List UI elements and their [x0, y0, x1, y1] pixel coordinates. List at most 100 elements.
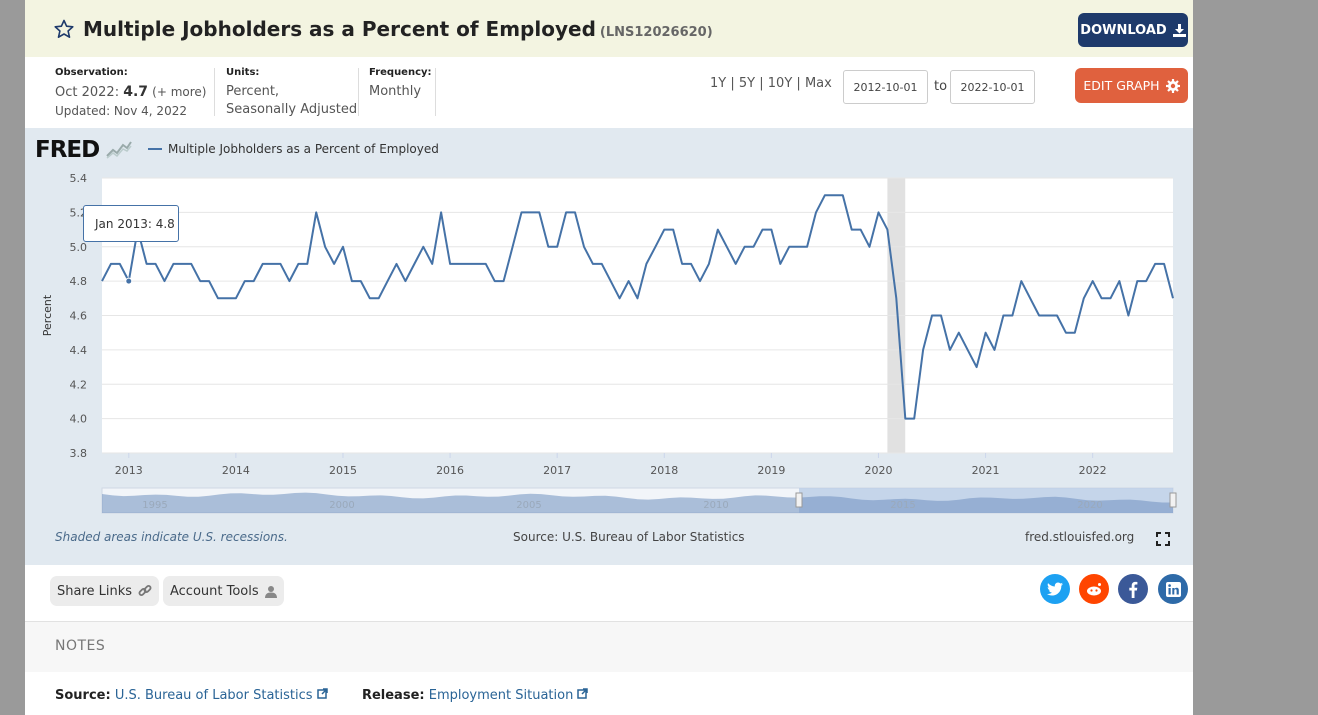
- page-title: Multiple Jobholders as a Percent of Empl…: [83, 17, 713, 41]
- range-separator: |: [796, 76, 801, 91]
- meta-divider: [214, 68, 215, 116]
- y-axis-label: Percent: [41, 294, 54, 336]
- meta-divider: [435, 68, 436, 116]
- range-1y[interactable]: 1Y: [710, 76, 727, 91]
- external-link-icon: [316, 688, 328, 699]
- units-line1: Percent,: [226, 84, 280, 99]
- fred-logo-graph-icon: [106, 141, 133, 159]
- y-tick-label: 3.8: [70, 447, 88, 460]
- navigator-label: 2020: [1077, 500, 1102, 511]
- chart-legend: Multiple Jobholders as a Percent of Empl…: [148, 142, 439, 156]
- series-line: [101, 194, 1174, 420]
- frequency-value: Monthly: [369, 84, 422, 99]
- download-icon: [1172, 23, 1186, 37]
- range-5y[interactable]: 5Y: [738, 76, 756, 91]
- y-tick-label: 4.4: [70, 344, 88, 357]
- x-tick-label: 2021: [972, 464, 1000, 477]
- to-label: to: [934, 79, 948, 94]
- frequency-block: Frequency: Monthly: [369, 67, 432, 101]
- units-line2: Seasonally Adjusted: [226, 102, 358, 117]
- download-label: DOWNLOAD: [1080, 22, 1167, 38]
- fred-url[interactable]: fred.stlouisfed.org: [1025, 530, 1135, 544]
- series-id: (LNS12026620): [599, 25, 713, 40]
- x-tick-label: 2017: [543, 464, 571, 477]
- x-tick-label: 2020: [864, 464, 892, 477]
- x-tick-label: 2014: [222, 464, 250, 477]
- recession-note: Shaded areas indicate U.S. recessions.: [55, 530, 288, 544]
- start-date-input[interactable]: 2012-10-01: [843, 70, 928, 104]
- fred-logo: FRED: [35, 137, 133, 163]
- share-links-label: Share Links: [57, 583, 133, 599]
- share-links-button[interactable]: Share Links: [50, 576, 160, 606]
- chart-svg[interactable]: 5.4 5.2 5.0 4.8 4.6 4.4 4.2 4.0 3.8 Percent 2013 20…: [25, 128, 1193, 565]
- user-icon: [264, 585, 277, 598]
- units-label: Units:: [226, 67, 260, 78]
- y-tick-label: 4.2: [70, 378, 88, 391]
- date-range-shortcuts: 1Y | 5Y | 10Y | Max: [710, 76, 832, 91]
- units-block: Units: Percent, Seasonally Adjusted: [226, 67, 357, 119]
- favorite-star-icon[interactable]: [54, 19, 74, 43]
- navigator-handle[interactable]: [1169, 492, 1177, 508]
- meta-divider: [358, 68, 359, 116]
- navigator-label: 2005: [516, 500, 541, 511]
- end-date-input[interactable]: 2022-10-01: [950, 70, 1035, 104]
- hover-point: [125, 277, 133, 285]
- linkedin-icon[interactable]: [1158, 574, 1188, 604]
- edit-graph-button[interactable]: EDIT GRAPH: [1075, 68, 1188, 103]
- y-tick-label: 5.4: [70, 172, 88, 185]
- frequency-label: Frequency:: [369, 67, 432, 78]
- account-tools-button[interactable]: Account Tools: [163, 576, 284, 606]
- notes-title: NOTES: [55, 638, 106, 654]
- navigator-label: 1995: [142, 500, 167, 511]
- range-10y[interactable]: 10Y: [767, 76, 793, 91]
- legend-label: Multiple Jobholders as a Percent of Empl…: [168, 142, 439, 156]
- observation-label: Observation:: [55, 67, 128, 78]
- range-max[interactable]: Max: [804, 76, 832, 91]
- download-button[interactable]: DOWNLOAD: [1078, 13, 1188, 47]
- y-tick-label: 4.8: [70, 275, 88, 288]
- source-link[interactable]: U.S. Bureau of Labor Statistics: [114, 688, 313, 703]
- fullscreen-icon[interactable]: [1156, 531, 1170, 550]
- range-separator: |: [730, 76, 735, 91]
- release-label: Release:: [361, 688, 425, 703]
- external-link-icon: [577, 688, 589, 699]
- range-separator: |: [759, 76, 764, 91]
- series-card: Multiple Jobholders as a Percent of Empl…: [25, 0, 1193, 715]
- x-tick-label: 2015: [329, 464, 357, 477]
- facebook-icon[interactable]: [1118, 574, 1148, 604]
- navigator-area: [102, 492, 1173, 513]
- observation-period: Oct 2022:: [55, 85, 120, 100]
- y-tick-label: 4.0: [70, 413, 88, 426]
- legend-swatch: [148, 148, 162, 150]
- series-title: Multiple Jobholders as a Percent of Empl…: [83, 17, 596, 41]
- link-icon: [138, 585, 152, 596]
- y-tick-label: 4.6: [70, 310, 88, 323]
- navigator-handle[interactable]: [795, 492, 803, 508]
- navigator-label: 2000: [329, 500, 354, 511]
- navigator-label: 2010: [703, 500, 728, 511]
- chart-tooltip: Jan 2013: 4.8: [83, 205, 179, 242]
- series-header: Multiple Jobholders as a Percent of Empl…: [25, 0, 1193, 57]
- observation-block: Observation: Oct 2022: 4.7 (+ more) Upda…: [55, 67, 207, 120]
- x-tick-label: 2016: [436, 464, 464, 477]
- x-tick-label: 2013: [115, 464, 143, 477]
- tooltip-text: Jan 2013: 4.8: [95, 216, 175, 231]
- reddit-icon[interactable]: [1079, 574, 1109, 604]
- y-tick-label: 5.0: [70, 241, 88, 254]
- release-link[interactable]: Employment Situation: [428, 688, 574, 703]
- y-tick-label: 5.2: [70, 206, 88, 219]
- twitter-icon[interactable]: [1040, 574, 1070, 604]
- source-label: Source:: [55, 688, 111, 703]
- navigator-label: 2015: [890, 500, 915, 511]
- x-tick-label: 2018: [650, 464, 678, 477]
- chart-source-note: Source: U.S. Bureau of Labor Statistics: [513, 530, 745, 544]
- x-tick-label: 2019: [757, 464, 785, 477]
- notes-source-line: Source: U.S. Bureau of Labor Statistics …: [55, 688, 589, 703]
- observation-more-link[interactable]: (+ more): [152, 85, 207, 99]
- chart-container: FRED Multiple Jobholders as a Percent of…: [25, 128, 1193, 565]
- observation-value: 4.7: [123, 84, 149, 100]
- section-divider: [25, 621, 1193, 622]
- edit-graph-label: EDIT GRAPH: [1083, 78, 1160, 93]
- updated-date: Updated: Nov 4, 2022: [55, 104, 187, 118]
- gear-icon: [1165, 78, 1180, 93]
